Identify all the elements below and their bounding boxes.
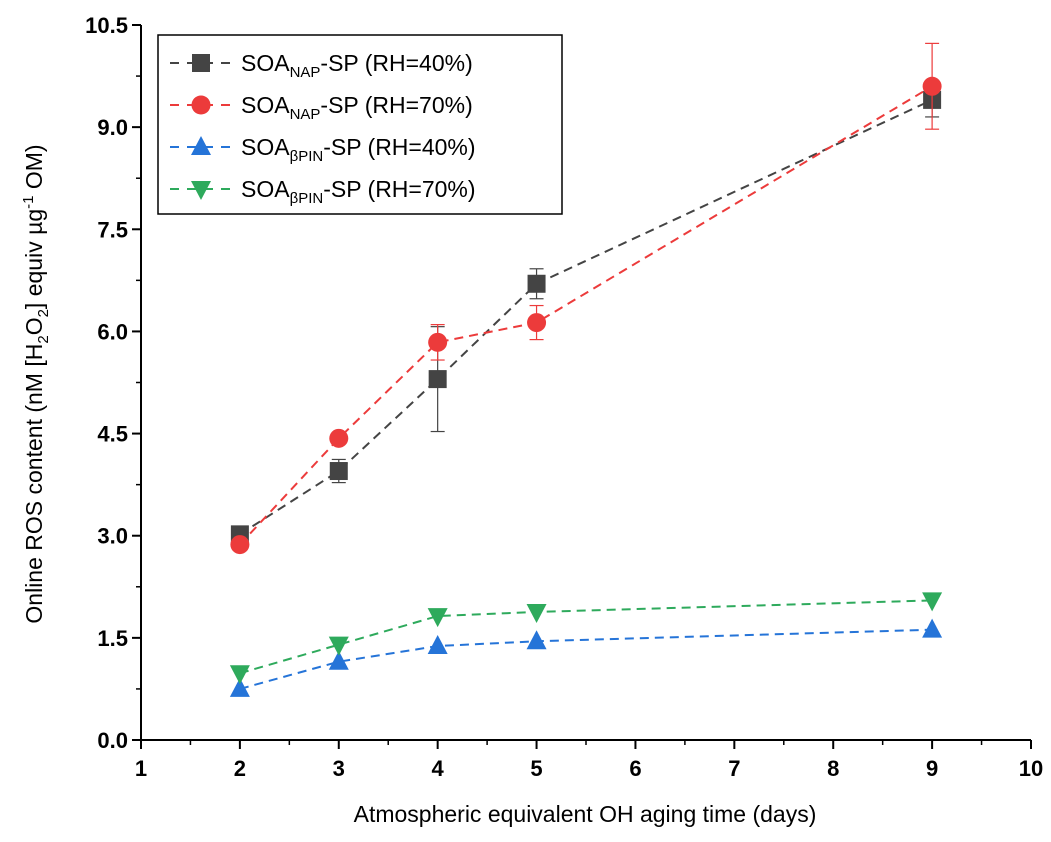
data-point: [427, 635, 448, 655]
y-tick-label: 0.0: [97, 728, 128, 753]
y-tick-label: 3.0: [97, 524, 128, 549]
y-axis-title-sup: -1: [20, 196, 37, 209]
y-tick-label: 6.0: [97, 319, 128, 344]
x-tick-label: 2: [234, 756, 246, 781]
legend-marker: [191, 136, 211, 155]
y-axis-title-end: OM): [21, 144, 47, 195]
series-4: [229, 592, 943, 685]
legend-marker: [192, 54, 210, 72]
x-tick-label: 8: [827, 756, 839, 781]
data-point: [922, 592, 943, 612]
legend-item-1: SOANAP-SP (RH=40%): [170, 50, 473, 81]
data-point: [922, 76, 942, 96]
x-tick-label: 3: [333, 756, 345, 781]
y-axis-title-sub1: 2: [35, 335, 52, 343]
data-point: [427, 608, 448, 628]
y-tick-label: 10.5: [85, 13, 128, 38]
legend-label: SOAβPIN-SP (RH=40%): [241, 134, 476, 165]
legend-item-2: SOANAP-SP (RH=70%): [170, 92, 473, 123]
data-point: [229, 665, 250, 685]
data-point: [329, 428, 349, 448]
series-line: [239, 85, 933, 546]
data-point: [527, 274, 546, 293]
legend-label: SOANAP-SP (RH=70%): [241, 92, 473, 123]
y-tick-label: 4.5: [97, 422, 128, 447]
y-axis-title-main: Online ROS content (nM [H: [21, 344, 47, 624]
data-point: [329, 462, 348, 481]
y-axis-title-mid1: O: [21, 317, 47, 335]
x-tick-label: 7: [728, 756, 740, 781]
y-axis-title: Online ROS content (nM [H2O2] equiv µg-1…: [20, 144, 52, 623]
data-point: [428, 370, 447, 389]
y-tick-label: 1.5: [97, 626, 128, 651]
legend-box: [157, 34, 563, 215]
x-axis-title: Atmospheric equivalent OH aging time (da…: [354, 801, 817, 827]
series-line: [239, 98, 933, 536]
series-3: [229, 618, 943, 697]
legend-marker: [191, 181, 211, 200]
legend-label: SOANAP-SP (RH=40%): [241, 50, 473, 81]
axes: 1 2 3 4 5 6 7 8 9 10 0.0 1.5 3.0 4.5 6.0 7.5 9.0 10.5: [85, 13, 1043, 781]
data-point: [328, 650, 349, 670]
x-tick-label: 1: [135, 756, 147, 781]
data-point: [230, 535, 250, 555]
data-point: [229, 677, 250, 697]
data-point: [526, 603, 547, 623]
legend-marker: [191, 95, 211, 115]
data-point: [328, 636, 349, 656]
x-tick-label: 6: [629, 756, 641, 781]
legend-item-4: SOAβPIN-SP (RH=70%): [170, 176, 476, 207]
series-line: [239, 599, 933, 675]
data-point: [922, 618, 943, 638]
x-tick-label: 9: [926, 756, 938, 781]
y-tick-label: 9.0: [97, 115, 128, 140]
x-tick-label: 5: [530, 756, 542, 781]
data-point: [526, 630, 547, 650]
series-2: [230, 42, 942, 555]
legend-item-3: SOAβPIN-SP (RH=40%): [170, 134, 476, 165]
y-tick-label: 7.5: [97, 217, 128, 242]
series-layer: [229, 42, 943, 697]
legend-label: SOAβPIN-SP (RH=70%): [241, 176, 476, 207]
legend: SOANAP-SP (RH=40%) SOANAP-SP (RH=70%) SOAβ…: [157, 34, 563, 215]
y-axis-title-mid2: ] equiv µg: [21, 209, 47, 309]
x-tick-label: 10: [1019, 756, 1043, 781]
data-point: [428, 332, 448, 352]
data-point: [527, 313, 547, 333]
x-tick-label: 4: [432, 756, 445, 781]
y-axis-title-sub2: 2: [35, 309, 52, 317]
